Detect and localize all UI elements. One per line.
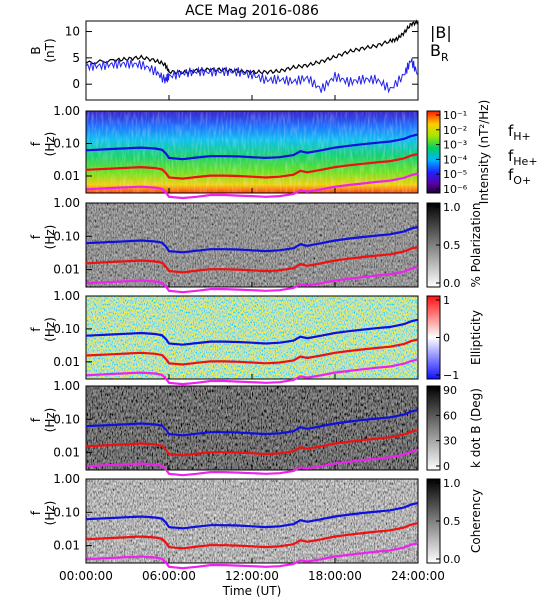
intensity-colorbar-label: Intensity (nT²/Hz) (477, 100, 491, 205)
intensity-colorbar-tick-label: 10⁻⁵ (443, 168, 467, 181)
k-dot-b-f-he-line (85, 429, 419, 457)
k-dot-b-f-h-line (85, 408, 419, 437)
polarization-colorbar-tick-label: 0.0 (443, 277, 461, 290)
k-dot-b-colorbar-tick-label: 0 (443, 460, 450, 473)
coherency-spectrogram (86, 479, 418, 563)
b-field-panel-frame (85, 20, 419, 101)
polarization-ylabel: f (29, 234, 43, 239)
coherency-f-h-line (85, 501, 419, 530)
ellipticity-f-h-line (85, 318, 419, 346)
intensity-colorbar-tick-label: 10⁻⁶ (443, 183, 468, 196)
series-line-b-r (85, 58, 419, 94)
ellipticity-ytick-label: 0.01 (53, 355, 80, 369)
ellipticity-spectrogram (86, 296, 418, 379)
polarization-colorbar-label: % Polarization (469, 203, 483, 288)
k-dot-b-ytick-label: 1.00 (53, 379, 80, 393)
intensity-ytick-label: 0.10 (53, 137, 80, 151)
coherency-ytick-label: 0.10 (53, 505, 80, 519)
intensity-colorbar-tick-label: 10⁻¹ (443, 109, 467, 122)
polarization-f-he-line (85, 246, 419, 274)
ellipticity-ylabel-unit: (Hz) (43, 317, 57, 342)
ellipticity-colorbar-tick-label: 1 (443, 294, 450, 307)
coherency-ytick-label: 0.01 (53, 539, 80, 553)
coherency-ylabel-unit: (Hz) (43, 501, 57, 526)
legend-f-h: fH+ (508, 122, 531, 143)
intensity-colorbar-tick-label: 10⁻² (443, 124, 467, 137)
ellipticity-ytick-label: 0.10 (53, 322, 80, 336)
polarization-f-h-line (85, 225, 419, 254)
coherency-colorbar-tick-label: 0.5 (443, 515, 461, 528)
k-dot-b-ylabel-unit: (Hz) (43, 408, 57, 433)
k-dot-b-colorbar-label: k dot B (Deg) (469, 388, 483, 468)
legend-b-total: |B| (430, 23, 452, 42)
k-dot-b-ylabel: f (29, 417, 43, 422)
polarization-colorbar-tick-label: 1.0 (443, 201, 461, 214)
ellipticity-colorbar-label: Ellipticity (469, 310, 483, 365)
ellipticity-ytick-label: 1.00 (53, 289, 80, 303)
coherency-f-he-line (85, 522, 419, 550)
polarization-spectrogram (86, 203, 418, 287)
b-ytick-label: 10 (65, 25, 80, 39)
intensity-colorbar (426, 110, 441, 194)
polarization-ylabel-unit: (Hz) (43, 225, 57, 250)
k-dot-b-colorbar (426, 385, 441, 471)
ellipticity-ylabel: f (29, 327, 43, 332)
coherency-colorbar-tick-label: 0.0 (443, 553, 461, 566)
intensity-f-he-line (85, 152, 419, 180)
coherency-ylabel: f (29, 510, 43, 515)
intensity-colorbar-tick-label: 10⁻³ (443, 139, 467, 152)
xtick-label: 12:00:00 (225, 569, 279, 583)
intensity-f-h-line (85, 133, 419, 161)
coherency-colorbar-tick-label: 1.0 (443, 477, 461, 490)
xtick-label: 06:00:00 (142, 569, 196, 583)
intensity-ylabel-unit: (Hz) (43, 132, 57, 157)
xtick-label: 18:00:00 (308, 569, 362, 583)
legend-f-o: fO+ (508, 166, 531, 187)
intensity-ytick-label: 1.00 (53, 104, 80, 118)
k-dot-b-ytick-label: 0.01 (53, 446, 80, 460)
k-dot-b-spectrogram (86, 386, 418, 470)
legend-f-he: fHe+ (508, 147, 538, 168)
b-ylabel-unit: (nT) (43, 38, 57, 62)
k-dot-b-shade (86, 386, 418, 470)
k-dot-b-colorbar-tick-label: 90 (443, 384, 457, 397)
intensity-colorbar-tick-label: 10⁻⁴ (443, 153, 468, 166)
ellipticity-f-o-line (85, 358, 419, 386)
polarization-ytick-label: 1.00 (53, 196, 80, 210)
intensity-spectrogram-texture (86, 111, 418, 193)
figure-title: ACE Mag 2016-086 (185, 3, 319, 19)
intensity-ytick-label: 0.01 (53, 169, 80, 183)
intensity-f-o-line (85, 172, 419, 200)
k-dot-b-f-o-line (85, 449, 419, 477)
polarization-f-o-line (85, 266, 419, 294)
k-dot-b-ytick-label: 0.10 (53, 412, 80, 426)
b-ytick-label: 0 (72, 77, 80, 91)
ellipticity-colorbar-tick-label: 0 (443, 332, 450, 345)
xtick-label: 24:00:00 (391, 569, 445, 583)
ellipticity-f-he-line (85, 338, 419, 366)
b-ylabel: B (29, 46, 43, 54)
series-line-b-total (85, 19, 419, 75)
coherency-colorbar-label: Coherency (469, 489, 483, 553)
polarization-colorbar-tick-label: 0.5 (443, 239, 461, 252)
xtick-label: 00:00:00 (59, 569, 113, 583)
polarization-ytick-label: 0.01 (53, 263, 80, 277)
coherency-f-o-line (85, 542, 419, 570)
ellipticity-colorbar-tick-label: −1 (443, 369, 459, 382)
coherency-ytick-label: 1.00 (53, 472, 80, 486)
polarization-ytick-label: 0.10 (53, 229, 80, 243)
x-axis-label: Time (UT) (222, 584, 282, 598)
k-dot-b-colorbar-tick-label: 60 (443, 409, 457, 422)
legend-b-r: BR (430, 41, 449, 64)
polarization-shade (86, 203, 418, 287)
b-ytick-label: 5 (72, 51, 80, 65)
k-dot-b-colorbar-tick-label: 30 (443, 435, 457, 448)
intensity-ylabel: f (29, 141, 43, 146)
